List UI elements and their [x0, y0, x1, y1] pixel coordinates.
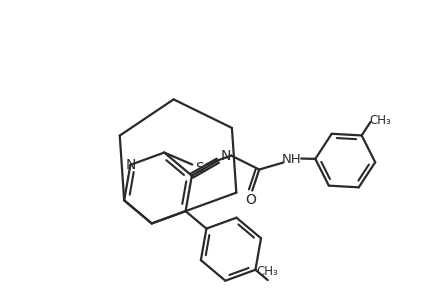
- Text: NH: NH: [281, 153, 300, 166]
- Text: O: O: [244, 192, 255, 207]
- Text: N: N: [125, 158, 135, 172]
- Text: N: N: [220, 149, 230, 163]
- Text: CH₃: CH₃: [256, 265, 278, 278]
- Text: CH₃: CH₃: [368, 114, 390, 127]
- Text: S: S: [194, 161, 203, 175]
